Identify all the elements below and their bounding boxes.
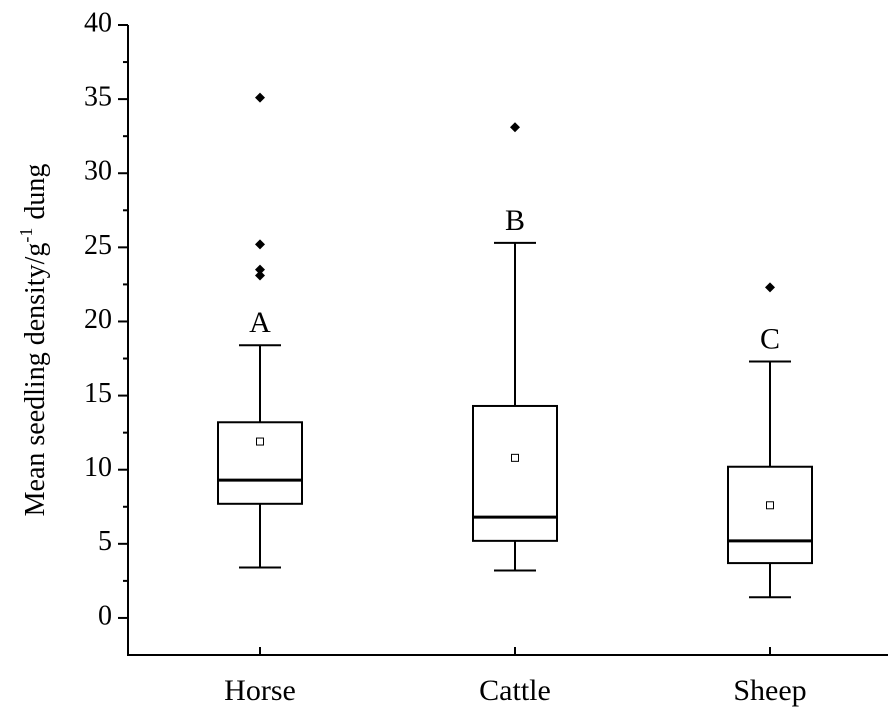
x-tick-label: Cattle [479, 674, 551, 707]
mean [256, 437, 264, 446]
outlier [255, 239, 265, 250]
x-tick-label: Sheep [733, 674, 806, 707]
y-tick-label: 40 [84, 7, 112, 38]
mean [766, 501, 774, 510]
y-label-text: Mean seedling density/g [20, 243, 51, 517]
annotation: A [249, 306, 271, 339]
y-tick-label: 5 [98, 526, 112, 557]
x-tick-label: Horse [224, 674, 296, 707]
outlier [255, 92, 265, 103]
y-axis-label: Mean seedling density/g-1 dung [16, 164, 51, 517]
y-tick-label: 35 [84, 82, 112, 113]
y-label-superscript: -1 [16, 228, 36, 243]
mean [511, 453, 519, 462]
y-tick-label: 20 [84, 304, 112, 335]
outlier [255, 264, 265, 275]
y-tick-label: 25 [84, 230, 112, 261]
annotation: C [760, 322, 780, 355]
box [472, 404, 558, 542]
y-tick-label: 10 [84, 452, 112, 483]
annotation: B [505, 204, 525, 237]
y-label-suffix: dung [20, 164, 51, 220]
outlier [255, 270, 265, 281]
box [727, 465, 813, 565]
y-tick-label: 0 [98, 600, 112, 631]
y-tick-label: 30 [84, 156, 112, 187]
box [217, 421, 303, 505]
outlier [765, 282, 775, 293]
outlier [510, 122, 520, 133]
y-tick-label: 15 [84, 378, 112, 409]
